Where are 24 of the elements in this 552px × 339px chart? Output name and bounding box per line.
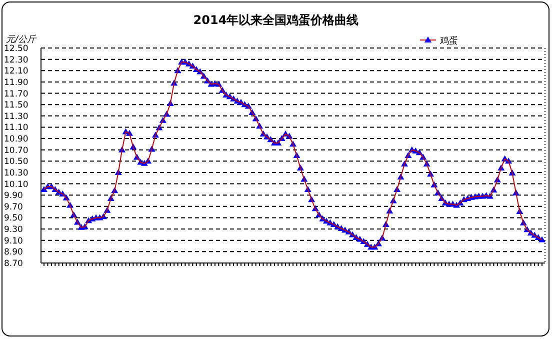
y-tick-label: 10.10 xyxy=(4,180,28,190)
y-tick-label: 10.50 xyxy=(4,157,28,168)
y-tick-label: 11.90 xyxy=(4,78,28,88)
legend: 鸡蛋 xyxy=(420,36,458,46)
y-tick-label: 9.30 xyxy=(4,225,23,236)
y-tick-label: 9.70 xyxy=(4,202,23,212)
y-tick-label: 8.90 xyxy=(4,248,23,258)
y-tick-label: 12.50 xyxy=(4,44,28,54)
y-tick-label: 11.50 xyxy=(4,100,28,111)
y-tick-label: 12.10 xyxy=(4,66,28,77)
chart-title: 2014年以来全国鸡蛋价格曲线 xyxy=(193,13,359,27)
y-tick-label: 10.30 xyxy=(4,168,28,178)
y-tick-label: 9.10 xyxy=(4,236,23,246)
y-tick-label: 12.30 xyxy=(4,55,28,66)
y-axis-title: 元/公斤 xyxy=(6,34,38,45)
y-tick-label: 10.70 xyxy=(4,146,28,156)
y-tick-label: 10.90 xyxy=(4,134,28,145)
y-tick-label: 11.30 xyxy=(4,112,28,122)
legend-label: 鸡蛋 xyxy=(439,36,458,46)
y-tick-label: 11.70 xyxy=(4,89,28,100)
y-tick-label: 11.10 xyxy=(4,123,28,134)
y-tick-label: 9.90 xyxy=(4,191,23,202)
y-tick-label: 9.50 xyxy=(4,214,23,224)
y-tick-label: 8.70 xyxy=(4,259,23,269)
